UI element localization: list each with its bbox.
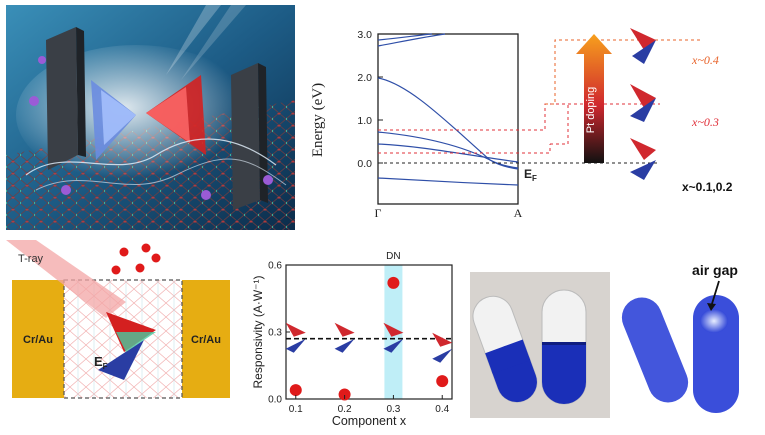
- highlight-label: DN: [386, 251, 400, 262]
- level-label-0.1-0.2: x~0.1,0.2: [682, 180, 733, 194]
- air-gap-spot: [700, 309, 728, 333]
- fermi-label: EF: [94, 354, 108, 371]
- mini-cone-icon: [285, 322, 306, 353]
- x-tick-a: A: [514, 206, 523, 220]
- air-gap-arrow: [710, 280, 720, 308]
- panel-b-band-structure: Energy (eV) 0.0 1.0 2.0 3.0 Γ A: [300, 20, 740, 220]
- channel-outline: [63, 279, 183, 399]
- mini-cone-icon: [630, 138, 656, 180]
- y-tick-label: 3.0: [357, 29, 372, 41]
- cone-upper: [334, 322, 355, 337]
- capsule-right: [541, 289, 587, 405]
- level-label-0.3: x~0.3: [691, 115, 719, 129]
- electron-sphere-icon: [29, 56, 273, 200]
- x-tick-label: 0.3: [386, 404, 400, 415]
- cone-upper: [383, 322, 404, 337]
- arrow-head-icon: [707, 303, 716, 311]
- y-axis-label: Energy (eV): [310, 83, 326, 157]
- right-contact: [182, 280, 230, 398]
- beam-label: T-ray: [18, 253, 44, 265]
- panel-a-schematic: [6, 5, 295, 230]
- tray-capsule-right: [693, 295, 739, 413]
- y-tick-label: 0.6: [268, 261, 282, 272]
- tray-capsule-left: [621, 297, 689, 403]
- level-line-step: [550, 104, 569, 145]
- responsivity-chart: 0.1 0.2 0.3 0.4 0.0 0.3 0.6 Responsivity (A·W…: [251, 251, 453, 428]
- data-point: [289, 384, 302, 397]
- data-point: [387, 276, 400, 289]
- pt-doping-arrow: [576, 34, 612, 163]
- cone-lower: [334, 338, 355, 353]
- level-label-0.4: x~0.4: [691, 53, 719, 67]
- mini-cone-icon: [630, 84, 656, 122]
- x-tick-gamma: Γ: [375, 206, 382, 220]
- air-gap-label: air gap: [692, 262, 738, 278]
- x-tick-label: 0.4: [435, 404, 449, 415]
- y-axis-label: Responsivity (A·W⁻¹): [251, 275, 265, 388]
- data-point: [338, 388, 351, 401]
- left-contact: [12, 280, 64, 398]
- fermi-label: EF: [524, 167, 537, 183]
- t-ray-beam: [6, 240, 126, 318]
- cone-lower: [383, 338, 404, 353]
- y-tick-label: 0.0: [268, 395, 282, 406]
- y-tick-label: 0.0: [357, 158, 372, 170]
- cone-lower: [432, 348, 453, 363]
- x-tick-label: 0.2: [338, 404, 352, 415]
- panel-e-capsule-photo: [470, 272, 610, 418]
- capsule-left: [472, 295, 538, 403]
- y-ticks: 0.0 1.0 2.0 3.0: [357, 29, 383, 170]
- y-tick-label: 0.3: [268, 328, 282, 339]
- band-plot-frame: [377, 33, 519, 205]
- band-lines: [377, 33, 519, 186]
- left-contact-label: Cr/Au: [23, 334, 53, 346]
- panel-c-device: Cr/Au Cr/Au T-ray EF: [6, 240, 234, 420]
- x-axis-label: Component x: [332, 414, 407, 428]
- panel-d-responsivity: 0.1 0.2 0.3 0.4 0.0 0.3 0.6 Responsivity (A·W…: [240, 245, 460, 430]
- red-sphere-icon: [111, 243, 161, 275]
- mini-cone-icon: [383, 322, 404, 353]
- plot-frame: [285, 264, 453, 400]
- dirac-cone-icon: [98, 312, 156, 380]
- cone-upper: [432, 332, 453, 347]
- panel-f-tray-image: air gap: [615, 255, 760, 420]
- cone-lower: [285, 338, 306, 353]
- level-line-0.4: [545, 39, 700, 105]
- x-tick-label: 0.1: [289, 404, 303, 415]
- level-line-0.2: [378, 144, 551, 154]
- data-point: [436, 375, 449, 388]
- cone-upper: [285, 322, 306, 337]
- schematic-illustration: [6, 5, 295, 230]
- level-line-0.3: [378, 103, 660, 131]
- doping-label: Pt doping: [585, 87, 597, 133]
- dirac-cone-icon: [91, 75, 206, 160]
- mini-cone-icon: [334, 322, 355, 353]
- mini-cone-icon: [432, 332, 453, 363]
- plate-electrode-icon: [46, 27, 268, 210]
- mini-cone-icon: [630, 28, 656, 64]
- y-tick-label: 1.0: [357, 115, 372, 127]
- right-contact-label: Cr/Au: [191, 334, 221, 346]
- y-tick-label: 2.0: [357, 72, 372, 84]
